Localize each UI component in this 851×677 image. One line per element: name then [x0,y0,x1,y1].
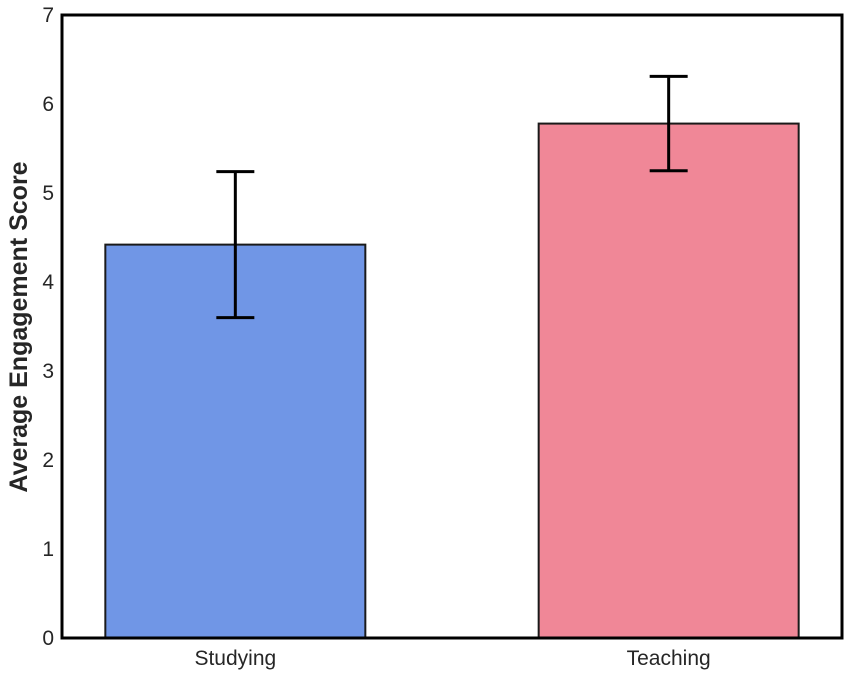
bars-group [104,122,800,639]
x-tick-label-teaching: Teaching [627,647,711,670]
error-bars-group [216,74,688,320]
y-tick-label: 3 [42,360,54,383]
y-tick-label: 5 [42,182,54,205]
y-tick-label: 2 [42,449,54,472]
y-tick-label: 4 [42,271,54,294]
y-axis-title: Average Engagement Score [5,161,33,492]
y-tick-label: 7 [42,4,54,27]
bar-teaching [537,122,800,639]
plot-frame [60,13,844,640]
y-tick-label: 0 [42,627,54,650]
y-axis-ticks: 0 1 2 3 4 5 6 7 [42,4,54,650]
error-bar-teaching [649,74,688,173]
y-tick-label: 1 [42,538,54,561]
x-axis-ticks: Studying Teaching [194,647,710,670]
y-tick-label: 6 [42,93,54,116]
error-bar-studying [216,170,255,320]
x-tick-label-studying: Studying [194,647,276,670]
